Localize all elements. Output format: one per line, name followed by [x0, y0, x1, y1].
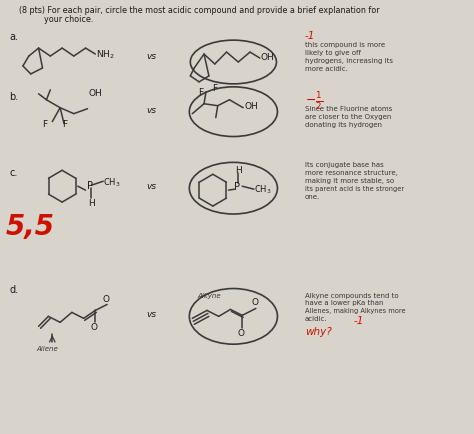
Text: this compound is more: this compound is more	[305, 42, 385, 48]
Text: OH: OH	[261, 53, 274, 62]
Text: O: O	[102, 296, 109, 305]
Text: b.: b.	[9, 92, 18, 102]
Text: Allene: Allene	[36, 346, 58, 352]
Text: vs: vs	[146, 182, 156, 191]
Text: why?: why?	[305, 327, 332, 337]
Text: O: O	[91, 323, 98, 332]
Text: Since the Fluorine atoms: Since the Fluorine atoms	[305, 106, 392, 112]
Text: CH$_3$: CH$_3$	[103, 176, 121, 189]
Text: its parent acid is the stronger: its parent acid is the stronger	[305, 186, 404, 192]
Text: O: O	[251, 299, 258, 307]
Text: F: F	[198, 88, 203, 97]
Text: F: F	[43, 120, 47, 128]
Text: donating its hydrogen: donating its hydrogen	[305, 122, 382, 128]
Text: are closer to the Oxygen: are closer to the Oxygen	[305, 114, 391, 120]
Text: -1: -1	[354, 316, 364, 326]
Text: more resonance structure,: more resonance structure,	[305, 170, 398, 176]
Text: H: H	[89, 199, 95, 208]
Text: (8 pts) For each pair, circle the most acidic compound and provide a brief expla: (8 pts) For each pair, circle the most a…	[19, 7, 380, 15]
Text: OH: OH	[244, 102, 258, 111]
Text: more acidic.: more acidic.	[305, 66, 348, 72]
Text: Alkyne: Alkyne	[197, 293, 221, 299]
Text: c.: c.	[9, 168, 18, 178]
Text: vs: vs	[146, 106, 156, 115]
Text: H: H	[236, 166, 242, 175]
Text: O: O	[237, 329, 244, 338]
Text: vs: vs	[146, 52, 156, 61]
Text: have a lower pKa than: have a lower pKa than	[305, 300, 383, 306]
Text: vs: vs	[146, 310, 156, 319]
Text: P: P	[234, 182, 240, 192]
Text: a.: a.	[9, 32, 18, 42]
Text: NH$_2$: NH$_2$	[96, 48, 115, 61]
Text: Its conjugate base has: Its conjugate base has	[305, 162, 383, 168]
Text: $-\frac{1}{2}$: $-\frac{1}{2}$	[305, 90, 323, 112]
Text: making it more stable, so: making it more stable, so	[305, 178, 394, 184]
Text: OH: OH	[89, 89, 102, 98]
Text: Allenes, making Alkynes more: Allenes, making Alkynes more	[305, 309, 405, 314]
Text: hydrogens, increasing its: hydrogens, increasing its	[305, 58, 393, 64]
Text: d.: d.	[9, 285, 18, 295]
Text: one.: one.	[305, 194, 320, 200]
Text: -1: -1	[305, 31, 315, 41]
Text: acidic.: acidic.	[305, 316, 328, 322]
Text: 5,5: 5,5	[5, 213, 55, 241]
Text: likely to give off: likely to give off	[305, 50, 361, 56]
Text: P: P	[87, 181, 92, 191]
Text: your choice.: your choice.	[45, 15, 94, 24]
Text: F: F	[62, 120, 67, 128]
Text: F: F	[212, 84, 217, 93]
Text: CH$_3$: CH$_3$	[254, 183, 272, 196]
Text: Alkyne compounds tend to: Alkyne compounds tend to	[305, 293, 399, 299]
